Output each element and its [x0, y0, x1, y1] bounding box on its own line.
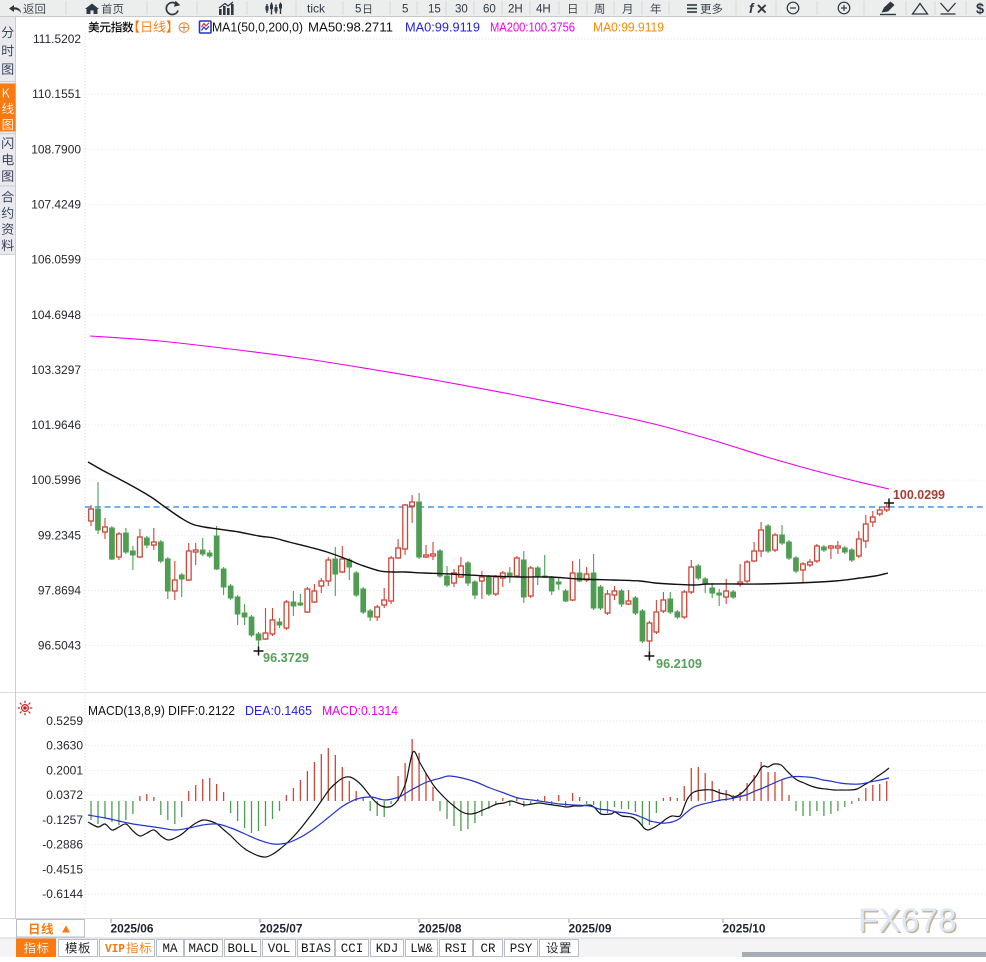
svg-text:MA: MA [162, 942, 178, 956]
svg-text:VIP: VIP [105, 942, 125, 956]
svg-text:MACD: MACD [188, 942, 218, 956]
svg-text:FX678: FX678 [860, 903, 959, 940]
svg-text:107.4249: 107.4249 [31, 197, 81, 211]
svg-text:96.3729: 96.3729 [263, 650, 309, 665]
svg-text:4H: 4H [536, 4, 551, 16]
svg-text:MA0:99.9119: MA0:99.9119 [593, 21, 664, 35]
svg-text:96.2109: 96.2109 [656, 656, 702, 671]
svg-text:$: $ [976, 2, 984, 18]
svg-text:100.5996: 100.5996 [31, 473, 81, 487]
svg-text:0.0372: 0.0372 [46, 788, 83, 802]
svg-text:0.3630: 0.3630 [46, 739, 83, 753]
svg-text:BIAS: BIAS [301, 942, 331, 956]
svg-text:2025/07: 2025/07 [260, 922, 303, 936]
svg-text:BOLL: BOLL [227, 942, 257, 956]
svg-text:99.2345: 99.2345 [38, 528, 81, 542]
svg-text:PSY: PSY [510, 942, 533, 956]
svg-text:MACD(13,8,9) DIFF:0.2122: MACD(13,8,9) DIFF:0.2122 [88, 704, 235, 718]
svg-text:MA50:98.2711: MA50:98.2711 [308, 21, 393, 35]
svg-text:KDJ: KDJ [376, 942, 399, 956]
svg-text:CR: CR [480, 942, 496, 956]
svg-text:-0.1257: -0.1257 [42, 813, 83, 827]
svg-text:5: 5 [355, 4, 361, 16]
svg-text:-0.4515: -0.4515 [42, 862, 83, 876]
svg-text:96.5043: 96.5043 [38, 639, 81, 653]
svg-text:VOL: VOL [268, 942, 291, 956]
svg-text:-0.6144: -0.6144 [42, 887, 83, 901]
svg-text:MA0:99.9119: MA0:99.9119 [405, 21, 480, 35]
svg-text:0.2001: 0.2001 [46, 763, 83, 777]
svg-text:-0.2886: -0.2886 [42, 838, 83, 852]
svg-text:MACD:0.1314: MACD:0.1314 [322, 704, 398, 718]
svg-text:f: f [749, 1, 755, 16]
svg-text:104.6948: 104.6948 [31, 308, 81, 322]
svg-text:2025/06: 2025/06 [111, 922, 154, 936]
svg-text:FX678: FX678 [858, 902, 957, 939]
svg-text:60: 60 [483, 4, 496, 16]
svg-text:111.5202: 111.5202 [33, 32, 81, 46]
svg-text:CCI: CCI [341, 942, 364, 956]
svg-text:2H: 2H [508, 4, 523, 16]
svg-text:110.1551: 110.1551 [32, 87, 81, 101]
svg-text:DEA:0.1465: DEA:0.1465 [245, 704, 312, 718]
svg-text:MA1(50,0,200,0): MA1(50,0,200,0) [212, 21, 303, 35]
svg-text:106.0599: 106.0599 [31, 253, 81, 267]
svg-text:LW&: LW& [410, 942, 433, 956]
svg-text:15: 15 [428, 4, 441, 16]
svg-text:103.3297: 103.3297 [31, 363, 81, 377]
svg-text:RSI: RSI [445, 942, 468, 956]
svg-text:2025/08: 2025/08 [419, 922, 462, 936]
svg-text:2025/10: 2025/10 [723, 922, 766, 936]
svg-text:0.5259: 0.5259 [46, 714, 83, 728]
svg-text:108.7900: 108.7900 [31, 142, 81, 156]
svg-text:101.9646: 101.9646 [31, 418, 81, 432]
svg-text:100.0299: 100.0299 [893, 487, 945, 502]
svg-text:30: 30 [455, 4, 468, 16]
svg-text:tick: tick [307, 2, 326, 16]
svg-text:97.8694: 97.8694 [38, 584, 81, 598]
svg-text:2025/09: 2025/09 [569, 922, 612, 936]
svg-text:MA200:100.3756: MA200:100.3756 [490, 21, 575, 35]
svg-text:5: 5 [402, 4, 408, 16]
